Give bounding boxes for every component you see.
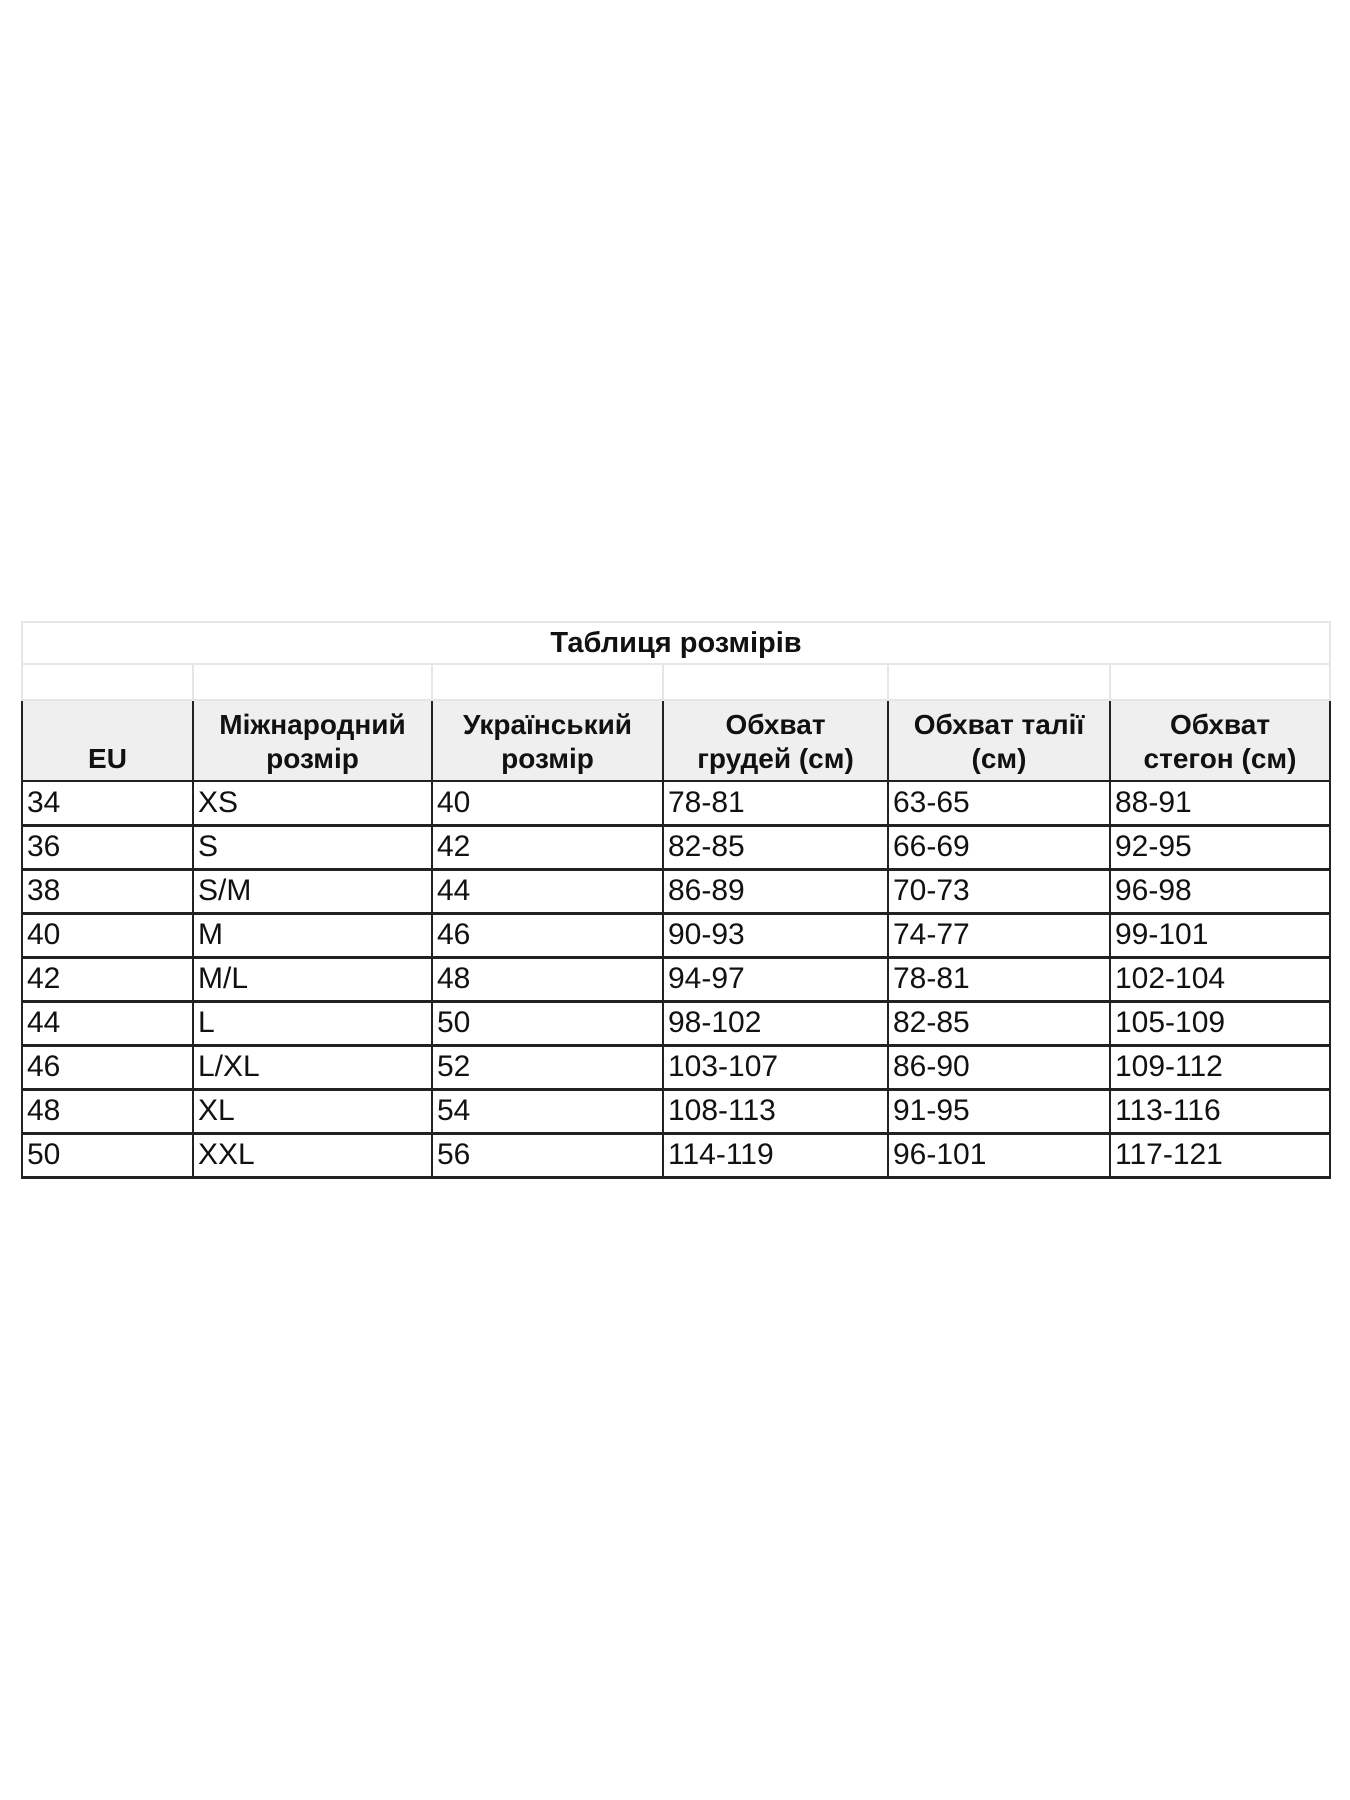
cell-international-size: M/L <box>192 956 433 1003</box>
cell-international-size: M <box>192 912 433 959</box>
table-row: 38 S/M 44 86-89 70-73 96-98 <box>21 868 1331 915</box>
cell-international-size: S <box>192 824 433 871</box>
cell-ukrainian-size: 46 <box>431 912 664 959</box>
cell-waist: 96-101 <box>887 1132 1111 1179</box>
header-line: Обхват <box>725 709 826 740</box>
blank-cell <box>887 663 1111 701</box>
blank-cell <box>662 663 889 701</box>
cell-eu: 34 <box>21 780 194 827</box>
table-row: 50 XXL 56 114-119 96-101 117-121 <box>21 1132 1331 1179</box>
header-eu: EU <box>21 699 194 782</box>
blank-cell <box>431 663 664 701</box>
cell-waist: 66-69 <box>887 824 1111 871</box>
cell-chest: 86-89 <box>662 868 889 915</box>
header-line: Міжнародний <box>219 709 406 740</box>
blank-cell <box>192 663 433 701</box>
cell-international-size: XS <box>192 780 433 827</box>
cell-chest: 78-81 <box>662 780 889 827</box>
cell-waist: 91-95 <box>887 1088 1111 1135</box>
cell-ukrainian-size: 50 <box>431 1000 664 1047</box>
table-row: 44 L 50 98-102 82-85 105-109 <box>21 1000 1331 1047</box>
cell-hips: 99-101 <box>1109 912 1331 959</box>
header-ukrainian-size: Український розмір <box>431 699 664 782</box>
cell-waist: 78-81 <box>887 956 1111 1003</box>
cell-chest: 98-102 <box>662 1000 889 1047</box>
cell-eu: 40 <box>21 912 194 959</box>
header-line: Обхват <box>1169 709 1271 740</box>
cell-hips: 117-121 <box>1109 1132 1331 1179</box>
cell-chest: 82-85 <box>662 824 889 871</box>
header-line: грудей (см) <box>697 743 854 774</box>
header-hips: Обхват стегон (см) <box>1109 699 1331 782</box>
cell-ukrainian-size: 44 <box>431 868 664 915</box>
cell-ukrainian-size: 54 <box>431 1088 664 1135</box>
header-line: Український <box>462 709 633 740</box>
cell-hips: 102-104 <box>1109 956 1331 1003</box>
cell-hips: 96-98 <box>1109 868 1331 915</box>
blank-cell <box>1109 663 1331 701</box>
cell-waist: 82-85 <box>887 1000 1111 1047</box>
cell-ukrainian-size: 56 <box>431 1132 664 1179</box>
blank-cell <box>21 663 194 701</box>
cell-waist: 86-90 <box>887 1044 1111 1091</box>
cell-waist: 70-73 <box>887 868 1111 915</box>
cell-international-size: XXL <box>192 1132 433 1179</box>
cell-hips: 88-91 <box>1109 780 1331 827</box>
table-title: Таблиця розмірів <box>21 621 1331 665</box>
cell-international-size: L/XL <box>192 1044 433 1091</box>
title-row: Таблиця розмірів <box>21 621 1331 665</box>
cell-ukrainian-size: 52 <box>431 1044 664 1091</box>
cell-waist: 63-65 <box>887 780 1111 827</box>
cell-eu: 42 <box>21 956 194 1003</box>
cell-chest: 108-113 <box>662 1088 889 1135</box>
cell-international-size: L <box>192 1000 433 1047</box>
cell-eu: 46 <box>21 1044 194 1091</box>
header-international-size: Міжнародний розмір <box>192 699 433 782</box>
cell-chest: 90-93 <box>662 912 889 959</box>
table-row: 40 M 46 90-93 74-77 99-101 <box>21 912 1331 959</box>
cell-chest: 114-119 <box>662 1132 889 1179</box>
cell-hips: 92-95 <box>1109 824 1331 871</box>
blank-row <box>21 663 1331 701</box>
table-row: 46 L/XL 52 103-107 86-90 109-112 <box>21 1044 1331 1091</box>
size-chart-table: Таблиця розмірів EU Міжнародний розмір Укра… <box>21 621 1331 1179</box>
header-line: стегон (см) <box>1143 743 1297 774</box>
cell-eu: 44 <box>21 1000 194 1047</box>
cell-chest: 103-107 <box>662 1044 889 1091</box>
cell-eu: 48 <box>21 1088 194 1135</box>
cell-hips: 105-109 <box>1109 1000 1331 1047</box>
header-line: розмір <box>501 743 594 774</box>
cell-eu: 50 <box>21 1132 194 1179</box>
cell-ukrainian-size: 40 <box>431 780 664 827</box>
cell-waist: 74-77 <box>887 912 1111 959</box>
cell-eu: 38 <box>21 868 194 915</box>
header-line: розмір <box>266 743 359 774</box>
cell-international-size: XL <box>192 1088 433 1135</box>
header-line: (см) <box>971 743 1027 774</box>
table-row: 34 XS 40 78-81 63-65 88-91 <box>21 780 1331 827</box>
header-row: EU Міжнародний розмір Український розмір Обхв… <box>21 699 1331 782</box>
table-row: 48 XL 54 108-113 91-95 113-116 <box>21 1088 1331 1135</box>
cell-eu: 36 <box>21 824 194 871</box>
header-line: Обхват талії <box>913 709 1085 740</box>
cell-ukrainian-size: 48 <box>431 956 664 1003</box>
table-row: 42 M/L 48 94-97 78-81 102-104 <box>21 956 1331 1003</box>
cell-hips: 113-116 <box>1109 1088 1331 1135</box>
cell-international-size: S/M <box>192 868 433 915</box>
cell-chest: 94-97 <box>662 956 889 1003</box>
header-line: EU <box>88 743 127 774</box>
header-waist: Обхват талії (см) <box>887 699 1111 782</box>
header-chest: Обхват грудей (см) <box>662 699 889 782</box>
cell-ukrainian-size: 42 <box>431 824 664 871</box>
table-row: 36 S 42 82-85 66-69 92-95 <box>21 824 1331 871</box>
cell-hips: 109-112 <box>1109 1044 1331 1091</box>
